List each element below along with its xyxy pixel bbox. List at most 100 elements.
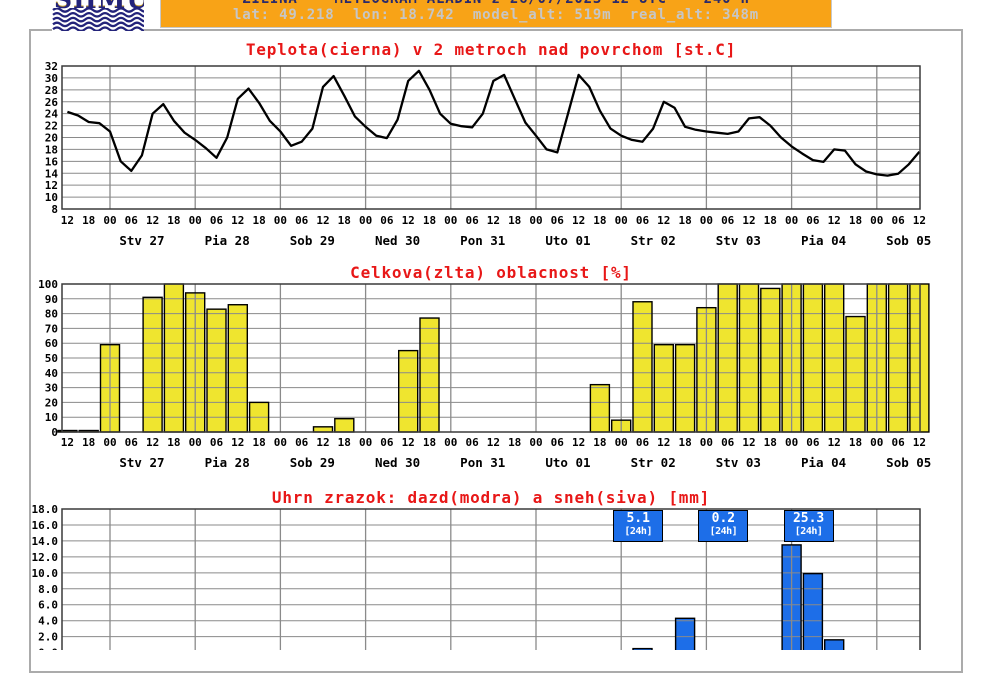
precip-24h-value: 0.2: [711, 511, 736, 526]
wave-line: [52, 12, 144, 18]
y-tick-label: 32: [45, 60, 58, 73]
x-tick-label: 00: [359, 214, 372, 227]
temperature-line: [67, 69, 921, 177]
y-tick-label: 2.0: [38, 631, 58, 644]
temperature-chart-title: Teplota(cierna) v 2 metroch nad povrchom…: [245, 40, 737, 59]
x-tick-label: 18: [849, 214, 862, 227]
bar-fill: [654, 344, 674, 432]
precip-24h-total-badge: 25.3 [24h]: [783, 510, 834, 542]
y-tick-label: 20: [45, 132, 58, 145]
x-tick-label: 12: [487, 214, 500, 227]
x-day-label: Pon 31: [460, 455, 505, 470]
x-tick-label: 00: [274, 436, 287, 449]
bar-fill: [143, 297, 163, 432]
wave-line: [52, 21, 144, 28]
bar-outline: [674, 617, 696, 650]
y-tick-label: 8.0: [38, 583, 58, 596]
y-tick-label: 100: [38, 278, 58, 291]
y-tick-label: 40: [45, 367, 58, 380]
x-tick-label: 00: [189, 214, 202, 227]
x-tick-label: 12: [742, 436, 755, 449]
y-tick-label: 0.0: [38, 647, 58, 650]
x-tick-label: 12: [657, 214, 670, 227]
x-day-label: Sob 29: [290, 233, 335, 248]
x-tick-label: 06: [721, 436, 735, 449]
x-tick-label: 12: [402, 436, 415, 449]
x-tick-label: 06: [380, 214, 394, 227]
x-tick-label: 00: [444, 214, 457, 227]
x-tick-label: 00: [529, 436, 542, 449]
cloudcover-chart-title: Celkova(zlta) oblacnost [%]: [350, 263, 632, 282]
bar-fill: [207, 309, 226, 432]
x-tick-label: 00: [103, 214, 116, 227]
x-tick-label: 18: [252, 214, 265, 227]
x-tick-label: 18: [82, 436, 95, 449]
x-tick-label: 12: [316, 436, 329, 449]
x-tick-label: 12: [572, 436, 585, 449]
y-tick-label: 90: [45, 293, 58, 306]
x-day-label: Stv 27: [119, 233, 164, 248]
y-tick-label: 18: [45, 143, 58, 156]
y-tick-label: 24: [45, 108, 59, 121]
x-tick-label: 06: [891, 214, 905, 227]
x-tick-label: 12: [572, 214, 585, 227]
x-tick-label: 06: [295, 436, 309, 449]
x-tick-label: 18: [167, 436, 180, 449]
precipitation-chart-title: Uhrn zrazok: dazd(modra) a sneh(siva) [m…: [271, 488, 711, 507]
x-tick-label: 00: [274, 214, 287, 227]
bar-fill: [398, 350, 418, 432]
plot-frame: [61, 65, 921, 210]
x-tick-label: 00: [615, 436, 628, 449]
y-tick-label: 16.0: [32, 519, 59, 532]
y-tick-label: 10: [45, 191, 58, 204]
x-day-label: Uto 01: [545, 233, 590, 248]
x-tick-label: 18: [508, 436, 521, 449]
y-tick-label: 30: [45, 72, 58, 85]
x-tick-label: 00: [529, 214, 542, 227]
y-tick-label: 26: [45, 96, 59, 109]
y-tick-label: 14.0: [32, 535, 59, 548]
x-tick-label: 00: [700, 214, 713, 227]
y-tick-label: 12.0: [32, 551, 59, 564]
x-day-label: Pia 28: [205, 233, 250, 248]
x-tick-label: 12: [913, 214, 926, 227]
x-tick-label: 18: [764, 214, 777, 227]
x-tick-label: 12: [146, 436, 159, 449]
x-tick-label: 12: [828, 436, 841, 449]
x-day-label: Pia 04: [801, 455, 846, 470]
bar-outline: [824, 639, 845, 650]
bar-fill: [590, 384, 610, 432]
x-tick-label: 00: [444, 436, 457, 449]
x-day-label: Str 02: [631, 455, 676, 470]
x-tick-label: 12: [231, 214, 244, 227]
precip-24h-value: 5.1: [626, 511, 650, 526]
x-day-label: Sob 05: [886, 233, 931, 248]
x-tick-label: 12: [487, 436, 500, 449]
bar-fill: [675, 344, 695, 432]
x-day-label: Stv 03: [716, 233, 761, 248]
x-tick-label: 06: [551, 436, 565, 449]
x-tick-label: 12: [402, 214, 415, 227]
x-day-label: Str 02: [631, 233, 676, 248]
y-tick-label: 60: [45, 337, 58, 350]
wave-line: [52, 26, 144, 31]
x-tick-label: 12: [61, 214, 74, 227]
bar-fill: [846, 316, 865, 432]
x-tick-label: 12: [742, 214, 755, 227]
wave-line: [52, 8, 144, 13]
x-day-label: Pia 28: [205, 455, 250, 470]
x-tick-label: 12: [657, 436, 670, 449]
y-tick-label: 50: [45, 352, 58, 365]
x-tick-label: 18: [593, 436, 606, 449]
x-tick-label: 06: [210, 436, 224, 449]
logo-waves-icon: [52, 8, 144, 31]
x-tick-label: 06: [636, 214, 650, 227]
x-tick-label: 00: [870, 436, 883, 449]
header-bar: ZILINA METEOGRAM ALADIN z 26/07/2023 12 …: [160, 0, 832, 28]
y-tick-label: 70: [45, 322, 58, 335]
header-title-clipped: ZILINA METEOGRAM ALADIN z 26/07/2023 12 …: [161, 0, 831, 7]
plot-frame: [61, 283, 921, 433]
